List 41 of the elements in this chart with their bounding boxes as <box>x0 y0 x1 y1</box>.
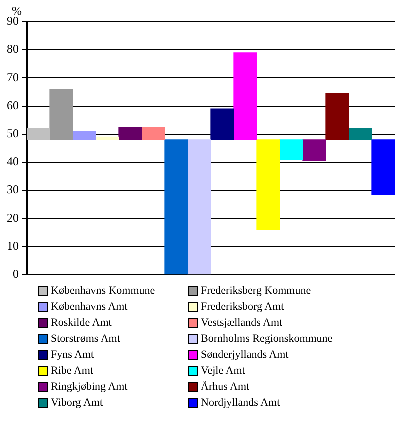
y-tick-label: 80 <box>7 42 19 56</box>
bar <box>50 89 74 140</box>
y-tick-label: 40 <box>7 154 19 169</box>
bar <box>27 128 50 140</box>
legend-label: Århus Amt <box>201 381 250 393</box>
y-tick-label: 50 <box>7 126 19 141</box>
legend-label: Københavns Amt <box>51 301 128 313</box>
legend-label: Vejle Amt <box>201 365 246 377</box>
bar <box>188 140 212 275</box>
legend-label: Bornholms Regionskommune <box>201 333 333 345</box>
legend-label: Fyns Amt <box>51 349 94 361</box>
bar <box>348 128 372 140</box>
legend-label: Vestsjællands Amt <box>201 317 283 329</box>
legend-label: Roskilde Amt <box>51 317 112 329</box>
y-tick-label: 60 <box>7 98 19 112</box>
legend-label: Viborg Amt <box>51 397 104 409</box>
bar <box>210 108 234 140</box>
legend-label: Frederiksberg Kommune <box>201 285 312 297</box>
bar <box>164 140 188 275</box>
legend-label: Frederiksborg Amt <box>201 301 284 313</box>
legend-label: Storstrøms Amt <box>51 333 120 345</box>
legend-label: Københavns Kommune <box>51 285 156 297</box>
legend-label: Ribe Amt <box>51 365 94 377</box>
bar <box>142 127 166 140</box>
bar <box>302 140 326 162</box>
y-tick-label: 70 <box>7 70 19 84</box>
bar <box>118 127 142 140</box>
y-tick-label: 30 <box>7 182 19 197</box>
legend-label: Nordjyllands Amt <box>201 397 280 409</box>
bar <box>280 140 304 160</box>
y-tick-label: 20 <box>7 210 19 225</box>
y-tick-label: 0 <box>13 266 19 281</box>
legend-label: Sønderjyllands Amt <box>201 349 289 361</box>
bar <box>234 52 258 140</box>
bar <box>372 140 395 196</box>
bar <box>256 140 280 230</box>
legend-label: Ringkjøbing Amt <box>51 381 128 393</box>
bar <box>72 131 96 140</box>
bar <box>96 136 120 140</box>
y-tick-label: 10 <box>7 238 19 253</box>
bar <box>326 93 350 140</box>
